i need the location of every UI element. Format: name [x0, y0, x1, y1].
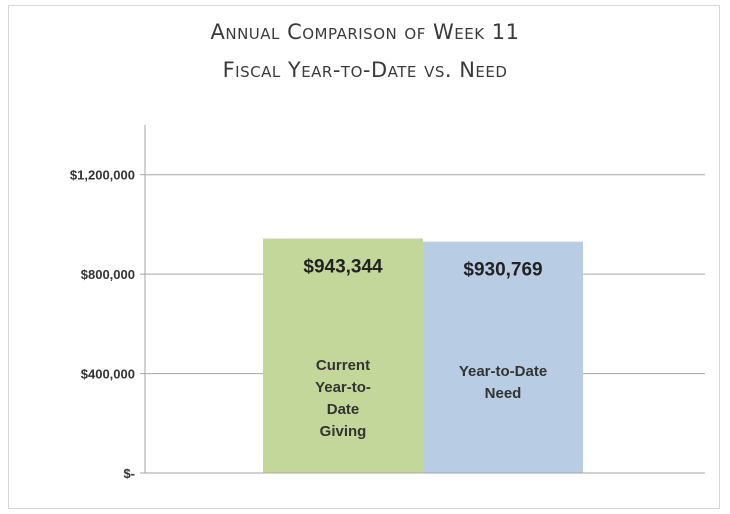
chart-title-line-1: Annual Comparison of Week 11 [210, 20, 520, 44]
bar-value-label: $943,344 [303, 257, 383, 278]
chart-title-line-2: Fiscal Year-to-Date vs. Need [222, 58, 508, 82]
bar-category-label: Year-to-Date [459, 363, 547, 380]
bar-category-label: Date [327, 401, 360, 418]
y-tick-label: $- [123, 466, 135, 481]
bar-category-label: Giving [320, 423, 367, 440]
y-tick-label: $400,000 [81, 367, 135, 382]
bar-category-label: Current [316, 357, 370, 374]
bar-value-label: $930,769 [463, 260, 542, 281]
bar-category-label: Year-to- [315, 379, 371, 396]
bar [263, 238, 423, 473]
bar [423, 241, 583, 473]
y-tick-label: $1,200,000 [70, 168, 135, 183]
bar-category-label: Need [485, 385, 522, 402]
y-tick-label: $800,000 [81, 267, 135, 282]
